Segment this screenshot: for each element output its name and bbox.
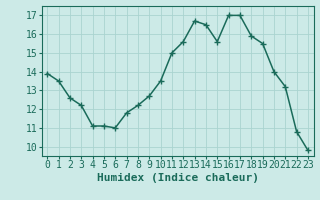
X-axis label: Humidex (Indice chaleur): Humidex (Indice chaleur) [97, 173, 259, 183]
